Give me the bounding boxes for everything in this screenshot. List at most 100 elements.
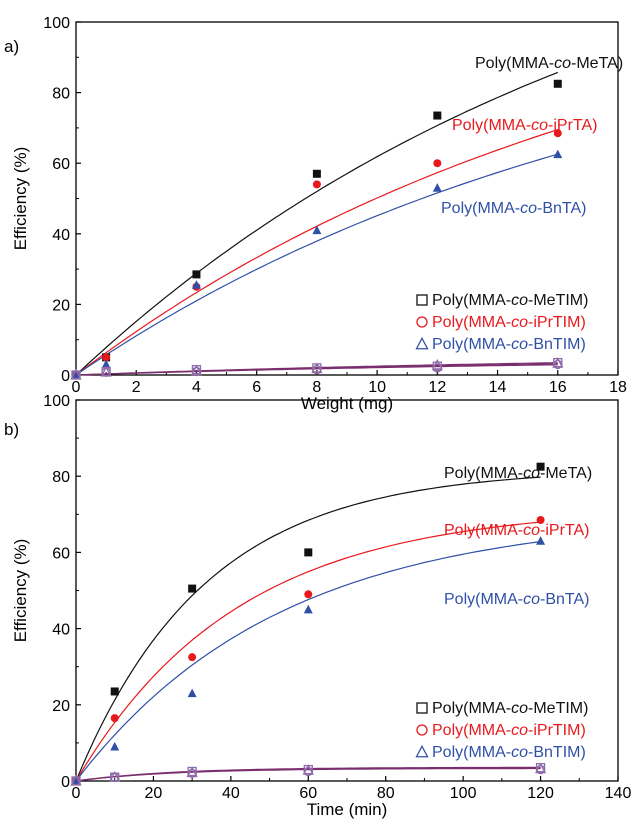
data-point bbox=[187, 688, 197, 698]
legend-label: Poly(MMA-co-BnTIM) bbox=[432, 336, 586, 353]
data-point bbox=[433, 159, 442, 168]
legend-marker bbox=[415, 744, 429, 758]
series-annotation: Poly(MMA-co-MeTA) bbox=[475, 55, 623, 72]
data-point bbox=[553, 129, 562, 138]
y-axis-label: Efficiency (%) bbox=[11, 539, 30, 643]
x-tick-label: 120 bbox=[527, 785, 554, 802]
data-point bbox=[552, 357, 564, 368]
data-point bbox=[71, 370, 81, 379]
data-point bbox=[312, 180, 321, 189]
data-point bbox=[188, 653, 197, 662]
legend-marker bbox=[416, 294, 428, 306]
x-tick-label: 10 bbox=[368, 379, 386, 396]
data-point bbox=[304, 548, 313, 557]
data-point bbox=[536, 536, 546, 545]
data-point bbox=[102, 353, 111, 362]
legend-label: Poly(MMA-co-iPrTIM) bbox=[432, 314, 586, 331]
y-tick-label: 20 bbox=[52, 698, 70, 715]
fit-curve bbox=[75, 541, 541, 782]
legend-marker bbox=[416, 316, 428, 328]
data-point bbox=[432, 183, 442, 192]
x-tick-label: 14 bbox=[489, 379, 507, 396]
x-tick-label: 18 bbox=[609, 379, 627, 396]
data-point bbox=[100, 365, 112, 377]
fit-curve bbox=[75, 476, 541, 782]
legend-label: Poly(MMA-co-MeTIM) bbox=[432, 700, 588, 717]
series-annotation: Poly(MMA-co-MeTA) bbox=[444, 465, 592, 482]
data-point bbox=[192, 270, 201, 279]
x-tick-label: 40 bbox=[222, 785, 240, 802]
data-point bbox=[534, 762, 547, 774]
x-tick-label: 8 bbox=[312, 379, 321, 396]
data-point bbox=[109, 770, 121, 782]
series-annotation: Poly(MMA-co-BnTA) bbox=[441, 200, 587, 217]
y-tick-label: 0 bbox=[61, 774, 70, 791]
x-tick-label: 0 bbox=[72, 379, 81, 396]
y-tick-label: 60 bbox=[52, 156, 70, 173]
legend-marker bbox=[416, 724, 428, 736]
fit-curve bbox=[75, 767, 541, 782]
chart-panel-a: 0 2 4 6 8 10 12 14 16 18 0 20 40 60 80 100 Weight (mg) Ef… bbox=[4, 15, 627, 413]
data-point bbox=[536, 516, 545, 525]
data-point bbox=[553, 149, 563, 159]
y-tick-label: 40 bbox=[52, 622, 70, 639]
x-axis-label: Weight (mg) bbox=[301, 394, 393, 413]
fit-curve bbox=[75, 153, 558, 376]
data-point bbox=[536, 462, 545, 471]
data-point bbox=[311, 362, 323, 374]
panel-label: a) bbox=[4, 37, 19, 56]
fit-curve bbox=[75, 363, 558, 376]
data-point bbox=[312, 169, 321, 178]
x-tick-label: 16 bbox=[549, 379, 567, 396]
data-point bbox=[431, 358, 443, 370]
y-tick-label: 0 bbox=[61, 368, 70, 385]
data-point bbox=[433, 111, 442, 120]
data-point bbox=[71, 776, 81, 785]
series-annotation: Poly(MMA-co-BnTA) bbox=[444, 591, 590, 608]
x-tick-label: 6 bbox=[252, 379, 261, 396]
x-tick-label: 100 bbox=[450, 785, 477, 802]
data-point bbox=[186, 766, 198, 778]
data-point bbox=[110, 714, 119, 723]
y-tick-label: 80 bbox=[52, 469, 70, 486]
data-point bbox=[101, 359, 111, 369]
series-annotation: Poly(MMA-co-iPrTA) bbox=[444, 522, 589, 539]
data-point bbox=[191, 366, 202, 377]
legend-marker bbox=[415, 336, 429, 350]
data-point bbox=[191, 280, 201, 289]
x-axis-label: Time (min) bbox=[307, 800, 388, 819]
y-tick-label: 60 bbox=[52, 545, 70, 562]
data-point bbox=[190, 364, 203, 376]
data-point bbox=[110, 741, 120, 751]
x-tick-label: 60 bbox=[299, 785, 317, 802]
fit-curve bbox=[75, 521, 541, 782]
data-point bbox=[302, 764, 314, 775]
x-tick-label: 12 bbox=[428, 379, 446, 396]
data-point bbox=[535, 764, 546, 775]
panel-label: b) bbox=[4, 420, 19, 439]
chart-panel-b: 0 20 40 60 80 100 120 140 0 20 40 60 80 100 Time (min)… bbox=[4, 393, 631, 819]
legend-label: Poly(MMA-co-BnTIM) bbox=[432, 744, 586, 761]
fit-curve bbox=[75, 71, 559, 376]
legend-label: Poly(MMA-co-MeTIM) bbox=[432, 292, 588, 309]
legend-marker bbox=[416, 702, 428, 714]
legend-label: Poly(MMA-co-iPrTIM) bbox=[432, 722, 586, 739]
data-point bbox=[70, 774, 82, 786]
y-tick-label: 80 bbox=[52, 86, 70, 103]
y-tick-label: 100 bbox=[43, 393, 70, 410]
x-tick-label: 2 bbox=[132, 379, 141, 396]
x-tick-label: 0 bbox=[72, 785, 81, 802]
data-point bbox=[110, 687, 119, 696]
x-tick-label: 80 bbox=[377, 785, 395, 802]
data-point bbox=[553, 359, 563, 370]
data-point bbox=[303, 766, 313, 777]
x-tick-label: 4 bbox=[192, 379, 201, 396]
data-point bbox=[312, 225, 322, 235]
x-tick-label: 140 bbox=[605, 785, 632, 802]
data-point bbox=[553, 79, 562, 88]
series-annotation: Poly(MMA-co-iPrTA) bbox=[452, 117, 597, 134]
y-tick-label: 40 bbox=[52, 227, 70, 244]
y-tick-label: 20 bbox=[52, 297, 70, 314]
data-point bbox=[312, 365, 322, 375]
